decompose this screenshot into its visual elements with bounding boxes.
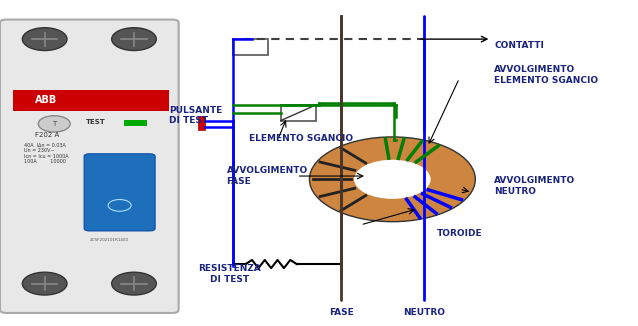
Text: ABB: ABB [35, 95, 57, 105]
Text: FASE: FASE [329, 308, 353, 318]
Text: Icn = Icu = 1000A: Icn = Icu = 1000A [24, 154, 69, 159]
Text: TOROIDE: TOROIDE [437, 229, 483, 238]
Circle shape [309, 137, 475, 222]
Text: Un = 230V~: Un = 230V~ [24, 148, 55, 153]
Text: F202 A: F202 A [35, 132, 59, 138]
Bar [233, 39, 268, 55]
Circle shape [112, 28, 156, 51]
Text: AVVOLGIMENTO
ELEMENTO SGANCIO: AVVOLGIMENTO ELEMENTO SGANCIO [494, 65, 598, 85]
Text: CONTATTI: CONTATTI [494, 41, 544, 50]
Bar [198, 116, 205, 130]
Circle shape [38, 116, 70, 132]
Text: 40A  I∆n = 0.03A: 40A I∆n = 0.03A [24, 142, 66, 148]
Text: 100A         10000: 100A 10000 [24, 159, 66, 164]
Text: 2CSF202101R1400: 2CSF202101R1400 [89, 238, 128, 242]
FancyBboxPatch shape [0, 20, 179, 313]
Text: NEUTRO: NEUTRO [403, 308, 445, 318]
Bar [281, 105, 316, 121]
Text: AVVOLGIMENTO
NEUTRO: AVVOLGIMENTO NEUTRO [494, 176, 575, 196]
Bar [13, 90, 169, 111]
Text: T: T [52, 121, 56, 127]
FancyBboxPatch shape [84, 154, 155, 231]
Circle shape [22, 28, 67, 51]
Bar [124, 120, 147, 126]
Text: ELEMENTO SGANCIO: ELEMENTO SGANCIO [249, 134, 353, 143]
Text: RESISTENZA
DI TEST: RESISTENZA DI TEST [198, 264, 261, 284]
Circle shape [354, 160, 431, 199]
Text: AVVOLGIMENTO
FASE: AVVOLGIMENTO FASE [226, 166, 308, 186]
Circle shape [108, 200, 131, 211]
Text: PULSANTE
DI TEST: PULSANTE DI TEST [169, 106, 222, 126]
Circle shape [112, 272, 156, 295]
Text: TEST: TEST [86, 119, 106, 125]
Circle shape [22, 272, 67, 295]
